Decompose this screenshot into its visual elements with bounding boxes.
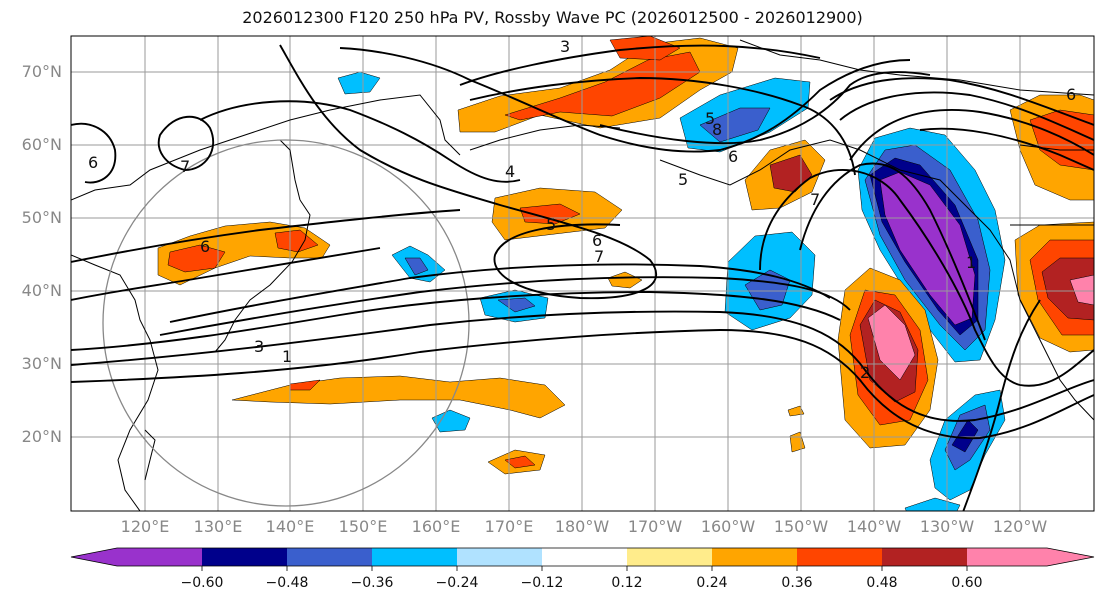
lon-label: 140°W [846,517,902,536]
colorbar-extend-high [1047,548,1094,566]
colorbar-tick-label: −0.36 [350,575,394,591]
lat-label: 60°N [21,135,62,154]
colorbar-swatch [287,548,372,566]
contour-label: 6 [88,153,98,172]
contour-label: 5 [705,109,715,128]
contour-label: 3 [560,37,570,56]
lon-label: 140°E [265,517,315,536]
colorbar-tick-label: −0.48 [265,575,309,591]
colorbar-tick-label: 0.60 [951,575,983,591]
contour-label: 5 [546,215,556,234]
contour-label: 1 [282,347,292,366]
lon-label: 120°W [992,517,1048,536]
contour-label: 6 [592,231,602,250]
pv-anomaly-shading [157,36,1094,511]
contour-label: 8 [712,120,722,139]
plot-frame [70,35,1095,512]
colorbar-swatch [712,548,797,566]
figure-title: 2026012300 F120 250 hPa PV, Rossby Wave … [242,8,863,27]
contour-label: 2 [860,363,870,382]
contour-label: 3 [254,337,264,356]
lon-label: 170°E [484,517,534,536]
colorbar-swatch [372,548,457,566]
contour-label: 4 [505,162,515,181]
lon-label: 120°E [120,517,170,536]
lon-label: 160°W [700,517,756,536]
lat-label: 40°N [21,281,62,300]
lon-label: 130°W [919,517,975,536]
contour-label: 7 [810,190,820,209]
lat-label: 30°N [21,354,62,373]
colorbar-tick-label: 0.12 [611,575,643,591]
contour-label: 1 [966,253,976,272]
colorbar-swatch [967,548,1047,566]
colorbar-swatch [542,548,627,566]
lon-label: 160°E [411,517,461,536]
colorbar-tick-label: 0.48 [866,575,898,591]
colorbar-tick-label: 0.36 [781,575,813,591]
lat-label: 50°N [21,208,62,227]
colorbar-tick-label: 0.24 [696,575,728,591]
lon-label: 130°E [193,517,243,536]
contour-label: 7 [180,157,190,176]
colorbar [70,547,1095,571]
colorbar-tick-label: −0.60 [180,575,224,591]
lon-label: 170°W [627,517,683,536]
colorbar-swatch [627,548,712,566]
lon-label: 180°W [554,517,610,536]
colorbar-swatch [797,548,882,566]
lat-label: 70°N [21,62,62,81]
colorbar-tick-label: −0.12 [520,575,564,591]
lon-label: 150°E [338,517,388,536]
lon-label: 150°W [773,517,829,536]
colorbar-tick-label: −0.24 [435,575,479,591]
colorbar-swatch [457,548,542,566]
contour-label: 5 [678,170,688,189]
colorbar-swatch [117,548,202,566]
contour-label-group: 3 7 6 4 5 5 6 7 1 3 8 6 5 7 1 2 6 6 [88,37,1076,382]
lat-label: 20°N [21,427,62,446]
contour-label: 6 [728,147,738,166]
contour-label: 6 [1066,85,1076,104]
map-plot-area: 3 7 6 4 5 5 6 7 1 3 8 6 5 7 1 2 6 6 [71,36,1094,511]
reference-circle [102,139,470,507]
contour-label: 7 [594,247,604,266]
colorbar-swatch [882,548,967,566]
colorbar-swatch [202,548,287,566]
contour-label: 6 [200,237,210,256]
colorbar-extend-low [71,548,117,566]
pv-contours [71,44,1094,511]
